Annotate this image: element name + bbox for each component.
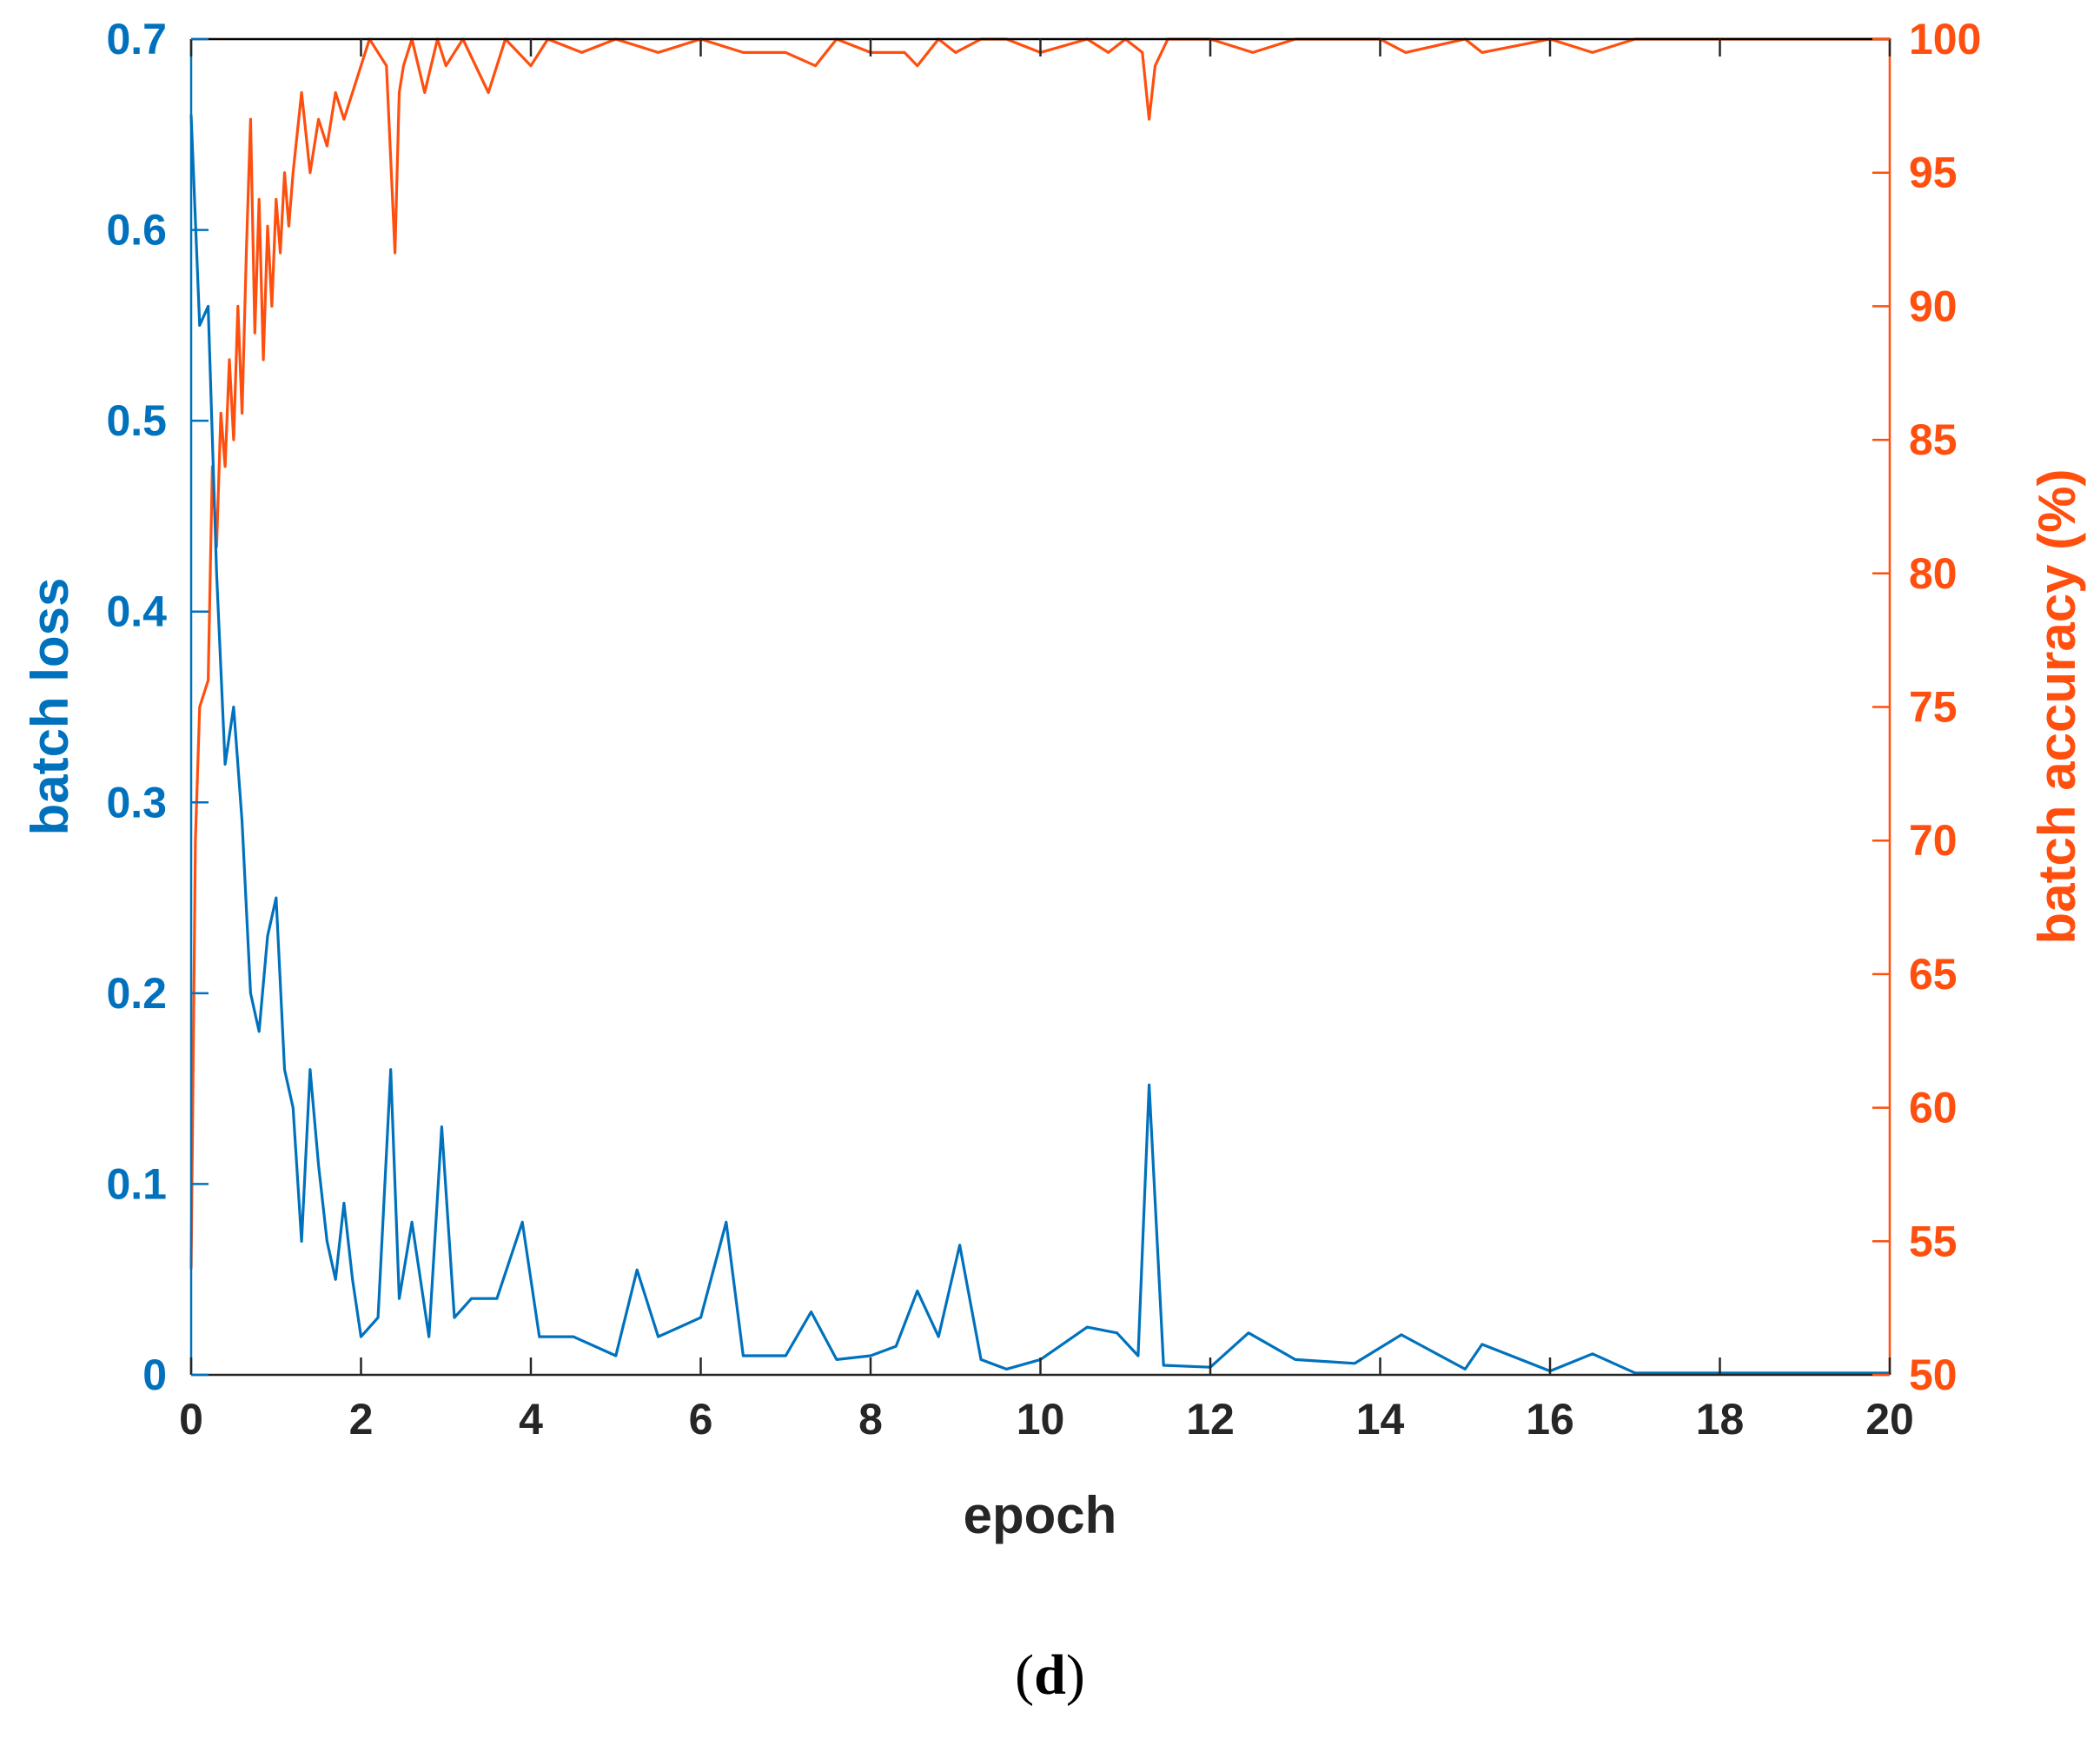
panel-label-letter: d — [1034, 1643, 1066, 1707]
x-tick-label: 14 — [1356, 1395, 1405, 1444]
x-tick-label: 20 — [1865, 1395, 1914, 1444]
x-tick-label: 2 — [349, 1395, 374, 1444]
y-left-tick-label: 0 — [142, 1351, 167, 1399]
batch-accuracy-line — [189, 37, 1891, 1270]
y-right-tick-label: 70 — [1909, 816, 1958, 865]
y-left-tick-label: 0.6 — [106, 206, 167, 255]
panel-label: (d) — [0, 1643, 2100, 1709]
y-right-tick-label: 85 — [1909, 415, 1958, 464]
y-right-tick-label: 55 — [1909, 1217, 1958, 1265]
x-tick-label: 0 — [179, 1395, 203, 1444]
panel-label-open: ( — [1015, 1643, 1035, 1707]
x-axis-label: epoch — [964, 1486, 1117, 1544]
x-tick-label: 12 — [1186, 1395, 1235, 1444]
x-tick-label: 18 — [1696, 1395, 1745, 1444]
y-left-tick-label: 0.2 — [106, 969, 167, 1018]
y-right-tick-label: 95 — [1909, 149, 1958, 197]
y-right-tick-label: 90 — [1909, 282, 1958, 330]
plot-area — [191, 39, 1890, 1375]
y-left-tick-label: 0.7 — [106, 15, 167, 63]
panel-label-close: ) — [1065, 1643, 1085, 1707]
batch-loss-line — [189, 114, 1891, 1375]
y-right-tick-label: 50 — [1909, 1351, 1958, 1399]
x-tick-label: 10 — [1017, 1395, 1065, 1444]
y-left-tick-label: 0.4 — [106, 587, 167, 636]
x-tick-label: 8 — [858, 1395, 883, 1444]
x-tick-label: 4 — [519, 1395, 543, 1444]
y-right-tick-label: 80 — [1909, 549, 1958, 598]
y-left-tick-label: 0.3 — [106, 778, 167, 826]
x-tick-label: 16 — [1526, 1395, 1574, 1444]
y-left-tick-label: 0.5 — [106, 396, 167, 445]
y-axis-right-label: batch accuracy (%) — [2028, 469, 2086, 945]
y-axis-left-label: batch loss — [21, 578, 79, 836]
y-right-tick-label: 65 — [1909, 950, 1958, 999]
y-right-tick-label: 100 — [1909, 15, 1981, 63]
y-right-tick-label: 60 — [1909, 1084, 1958, 1132]
series-layer — [189, 37, 1891, 1375]
y-right-tick-label: 75 — [1909, 683, 1958, 732]
ticks-layer: 0 2 4 6 8 10 12 14 16 18 20 0 0.1 0.2 0.3 0.4 0.5 0.6 0.7 5… — [106, 15, 1981, 1444]
x-tick-label: 6 — [689, 1395, 713, 1444]
y-left-tick-label: 0.1 — [106, 1159, 167, 1208]
